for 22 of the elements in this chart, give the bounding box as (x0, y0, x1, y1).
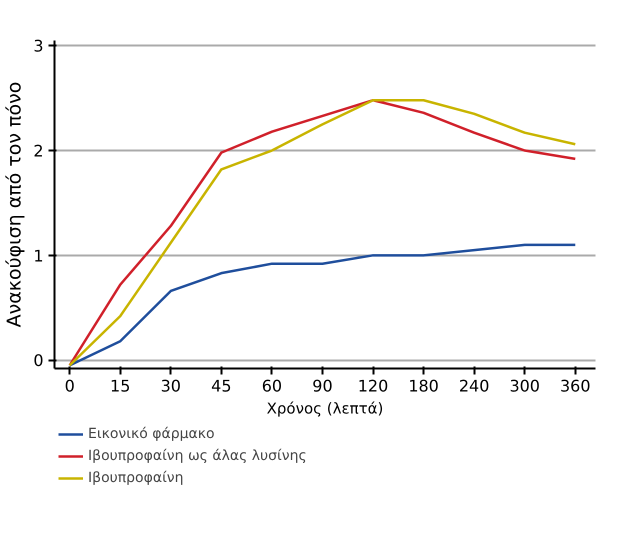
line-series (68, 98, 577, 367)
line-series (68, 244, 577, 367)
legend-label: Ιβουπροφαίνη ως άλας λυσίνης (88, 448, 307, 464)
x-tick-label: 45 (211, 376, 232, 396)
x-tick-label: 360 (560, 376, 591, 396)
y-axis-title: Ανακούφιση από τον πόνο (3, 82, 26, 328)
x-tick-label: 300 (509, 376, 540, 396)
y-tick-label: 3 (33, 36, 44, 56)
x-tick-label: 90 (312, 376, 333, 396)
x-tick-label: 15 (110, 376, 130, 396)
x-tick-label: 240 (458, 376, 490, 396)
y-tick-label: 2 (33, 142, 44, 161)
legend-label: Ιβουπροφαίνη (88, 470, 184, 486)
x-tick-label: 30 (160, 376, 181, 396)
y-tick-label: 0 (33, 351, 44, 370)
x-tick-label: 60 (262, 376, 282, 396)
legend-label: Εικονικό φάρμακο (88, 426, 215, 442)
y-tick-label: 1 (33, 246, 44, 266)
x-tick-label: 0 (64, 376, 75, 396)
x-tick-label: 180 (408, 376, 439, 396)
x-tick-label: 120 (358, 376, 388, 396)
x-axis-title: Χρόνος (λεπτά) (266, 400, 384, 418)
